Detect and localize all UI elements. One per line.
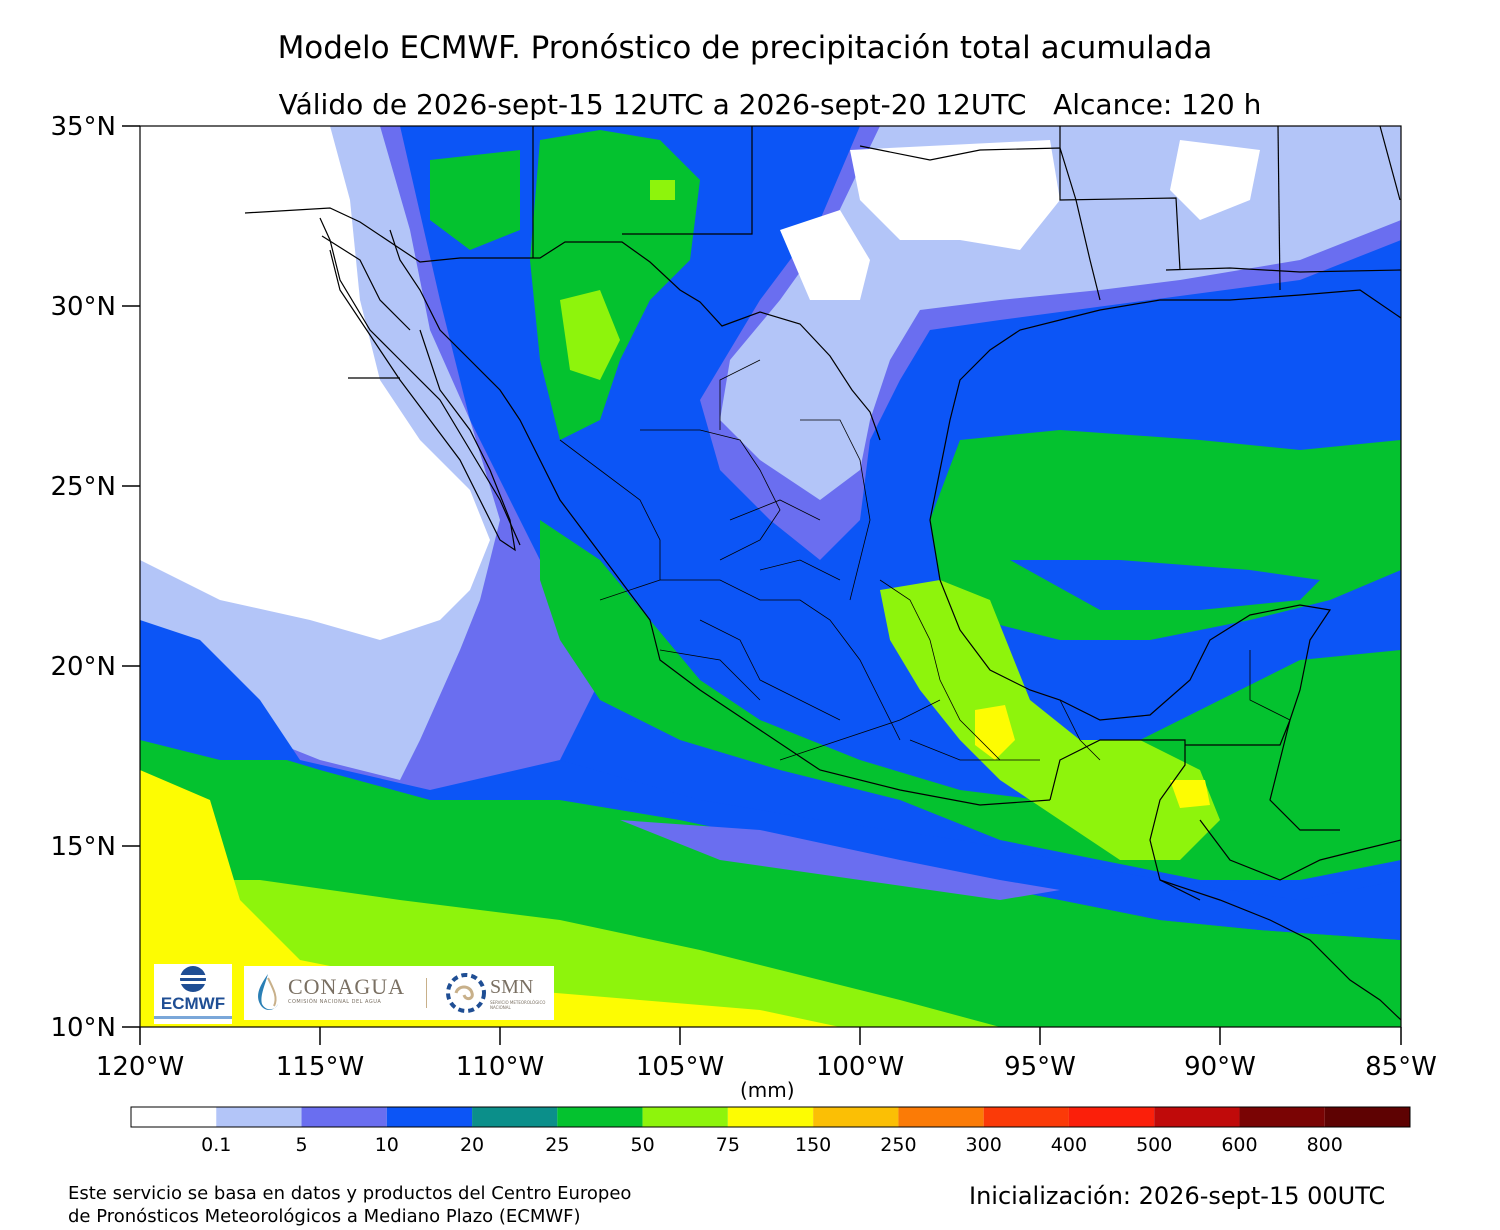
political-borders — [244, 126, 1401, 1021]
colorbar-unit: (mm) — [740, 1078, 795, 1102]
logo-separator — [426, 978, 427, 1008]
colorbar-frame — [130, 1106, 1411, 1128]
lon-label: 120°W — [96, 1052, 184, 1082]
state-borders — [559, 359, 1291, 761]
ecmwf-logo-text: ECMWF — [160, 994, 226, 1013]
lon-label: 115°W — [276, 1052, 364, 1082]
colorbar-swatch — [1154, 1107, 1240, 1127]
map-title: Modelo ECMWF. Pronóstico de precipitació… — [277, 30, 1213, 66]
footer-credit: Este servicio se basa en datos y product… — [68, 1182, 631, 1228]
lat-label: 25°N — [50, 472, 116, 502]
colorbar-swatch — [1239, 1107, 1325, 1127]
lon-label: 100°W — [816, 1052, 904, 1082]
lat-label: 35°N — [50, 112, 116, 142]
smn-logo-subtext: SERVICIO METEOROLÓGICO NACIONAL — [490, 1000, 546, 1010]
colorbar-tick-label: 50 — [631, 1134, 655, 1156]
colorbar-tick-label: 500 — [1136, 1134, 1172, 1156]
colorbar-swatch — [727, 1107, 814, 1127]
smn-logo-text: SMN — [490, 976, 534, 998]
colorbar-swatch — [472, 1107, 558, 1127]
colorbar-tick-label: 10 — [375, 1134, 399, 1156]
initialization-time: Inicialización: 2026-sept-15 00UTC — [969, 1182, 1386, 1210]
colorbar-tick-label: 600 — [1221, 1134, 1257, 1156]
colorbar-swatch — [216, 1107, 302, 1127]
colorbar-tick-label: 300 — [966, 1134, 1002, 1156]
longitude-labels: 120°W 115°W 110°W 105°W 100°W 95°W 90°W … — [96, 1052, 1437, 1082]
colorbar-swatch — [1324, 1107, 1410, 1127]
colorbar-labels: 0.1 5 10 20 25 50 75 150 250 300 400 500 600 800 — [201, 1134, 1343, 1156]
colorbar-swatch — [386, 1107, 473, 1127]
ecmwf-emblem-icon — [180, 966, 206, 992]
ecmwf-logo: ECMWF — [154, 964, 232, 1024]
footer-credit-line2: de Pronósticos Meteorológicos a Mediano … — [68, 1206, 581, 1227]
axis-ticks — [122, 125, 1402, 1045]
lon-label: 85°W — [1365, 1052, 1437, 1082]
colorbar-tick-label: 20 — [460, 1134, 484, 1156]
latitude-labels: 35°N 30°N 25°N 20°N 15°N 10°N — [50, 112, 116, 1043]
smn-emblem-icon — [446, 973, 486, 1013]
lon-label: 105°W — [636, 1052, 724, 1082]
colorbar-tick-label: 75 — [716, 1134, 740, 1156]
conagua-drop-icon — [258, 974, 278, 1010]
colorbar-tick-label: 800 — [1307, 1134, 1343, 1156]
conagua-logo-text: CONAGUA — [288, 974, 405, 999]
lon-label: 95°W — [1004, 1052, 1076, 1082]
colorbar-tick-label: 5 — [295, 1134, 307, 1156]
precipitation-field — [140, 126, 1401, 1027]
colorbar-swatch — [1068, 1107, 1155, 1127]
conagua-logo-subtext: COMISIÓN NACIONAL DEL AGUA — [288, 999, 382, 1005]
colorbar-swatch — [131, 1107, 217, 1127]
colorbar-tick-label: 150 — [795, 1134, 831, 1156]
colorbar-tick-label: 0.1 — [201, 1134, 231, 1156]
conagua-smn-logo: CONAGUA COMISIÓN NACIONAL DEL AGUA SMN S… — [244, 966, 554, 1020]
lat-label: 20°N — [50, 652, 116, 682]
map-subtitle: Válido de 2026-sept-15 12UTC a 2026-sept… — [278, 88, 1262, 121]
footer-credit-line1: Este servicio se basa en datos y product… — [68, 1183, 632, 1204]
lat-label: 30°N — [50, 292, 116, 322]
colorbar-tick-label: 25 — [545, 1134, 569, 1156]
lat-label: 10°N — [50, 1013, 116, 1043]
ecmwf-logo-stripe — [154, 1016, 232, 1019]
lon-label: 110°W — [456, 1052, 544, 1082]
colorbar-tick-label: 400 — [1051, 1134, 1087, 1156]
colorbar-swatch — [983, 1107, 1069, 1127]
lon-label: 90°W — [1184, 1052, 1256, 1082]
colorbar-tick-label: 250 — [880, 1134, 916, 1156]
plot-frame — [139, 125, 1402, 1028]
colorbar-swatch — [813, 1107, 899, 1127]
lat-label: 15°N — [50, 832, 116, 862]
colorbar-swatch — [642, 1107, 728, 1127]
colorbar-swatch — [301, 1107, 387, 1127]
colorbar-swatch — [557, 1107, 643, 1127]
colorbar — [130, 1106, 1411, 1128]
colorbar-swatch — [898, 1107, 984, 1127]
